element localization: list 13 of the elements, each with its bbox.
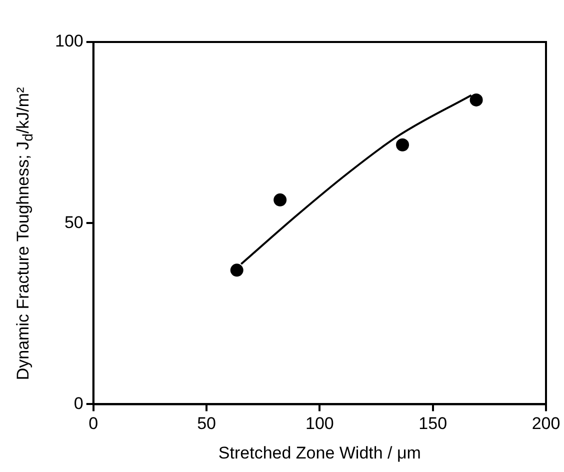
point (470, 93, 483, 106)
point (396, 138, 410, 152)
x-tick-label: 50 (197, 414, 216, 434)
x-axis-title: Stretched Zone Width / μm (218, 443, 421, 462)
y-tick-label: 0 (74, 394, 84, 413)
x-tick-label: 0 (88, 414, 98, 434)
point (274, 193, 287, 206)
point (230, 264, 244, 277)
x-tick-label: 150 (418, 414, 448, 434)
y-tick-label: 50 (64, 212, 84, 232)
y-tick-label: 100 (54, 32, 84, 51)
x-tick-label: 200 (532, 414, 560, 434)
x-tick-label: 100 (305, 414, 334, 434)
